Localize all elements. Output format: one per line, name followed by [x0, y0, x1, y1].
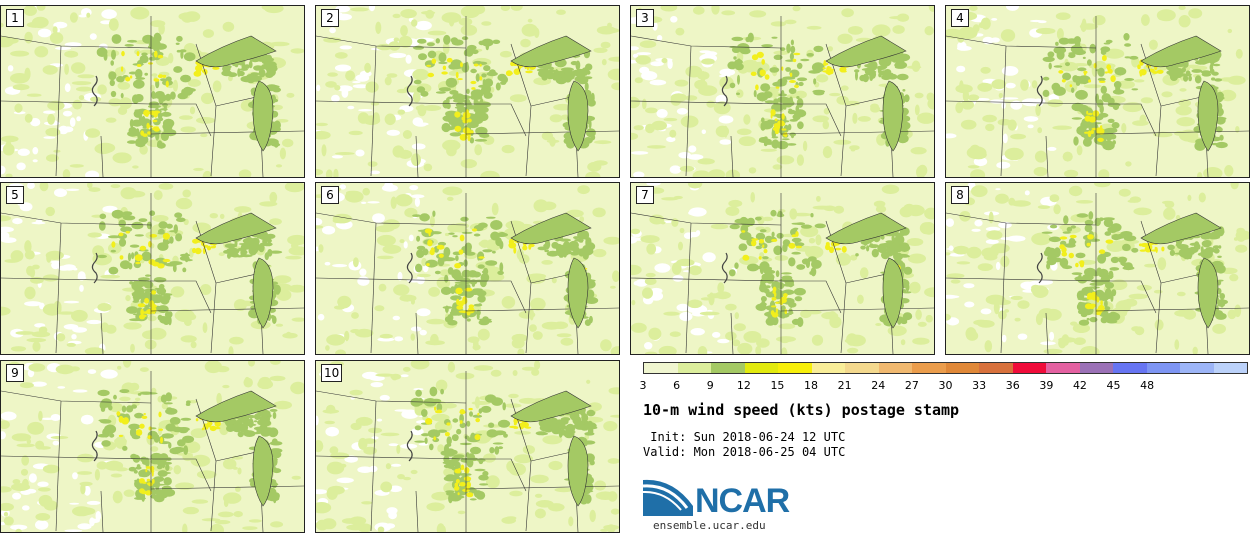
member-number-label: 7 — [636, 186, 654, 204]
wind-speed-map — [1, 6, 304, 177]
member-number-label: 2 — [321, 9, 339, 27]
member-number-label: 6 — [321, 186, 339, 204]
wind-speed-map — [1, 361, 304, 532]
ncar-logo-icon — [643, 479, 693, 516]
member-number-label: 1 — [6, 9, 24, 27]
ensemble-member-panel: 10 — [315, 360, 620, 533]
ensemble-member-panel: 8 — [945, 182, 1250, 355]
ensemble-member-panel: 6 — [315, 182, 620, 355]
wind-speed-map — [316, 6, 619, 177]
colorbar-segment — [644, 363, 678, 373]
colorbar-segment — [979, 363, 1013, 373]
ensemble-member-panel: 9 — [0, 360, 305, 533]
colorbar-segment — [811, 363, 845, 373]
colorbar-segment — [778, 363, 812, 373]
colorbar-segment — [1012, 363, 1046, 373]
colorbar — [643, 362, 1248, 374]
colorbar-segment — [1079, 363, 1113, 373]
wind-speed-map — [631, 183, 934, 354]
wind-speed-map — [316, 183, 619, 354]
colorbar-tick-label: 45 — [1106, 379, 1121, 392]
wind-speed-map — [946, 183, 1249, 354]
wind-speed-map — [1, 183, 304, 354]
ensemble-member-panel: 3 — [630, 5, 935, 178]
colorbar-segment — [677, 363, 711, 373]
colorbar-segment — [845, 363, 879, 373]
member-number-label: 10 — [321, 364, 343, 382]
colorbar-segment — [1180, 363, 1214, 373]
wind-speed-map — [316, 361, 619, 532]
init-time: Init: Sun 2018-06-24 12 UTC — [643, 430, 846, 444]
colorbar-segment — [711, 363, 745, 373]
colorbar-segment — [945, 363, 979, 373]
colorbar-segment — [1046, 363, 1080, 373]
ensemble-member-panel: 7 — [630, 182, 935, 355]
colorbar-tick-label: 30 — [938, 379, 953, 392]
member-number-label: 4 — [951, 9, 969, 27]
colorbar-tick-label: 39 — [1039, 379, 1054, 392]
colorbar-segment — [1213, 363, 1247, 373]
wind-speed-map — [946, 6, 1249, 177]
colorbar-segment — [1113, 363, 1147, 373]
colorbar-ticks: 3 6 9 12 15 18 21 24 27 30 33 36 39 42 45 48 — [639, 379, 1248, 393]
colorbar-tick-label: 21 — [837, 379, 852, 392]
colorbar-tick-label: 6 — [673, 379, 681, 392]
colorbar-tick-label: 33 — [972, 379, 987, 392]
member-number-label: 3 — [636, 9, 654, 27]
member-number-label: 9 — [6, 364, 24, 382]
colorbar-segment — [744, 363, 778, 373]
member-number-label: 8 — [951, 186, 969, 204]
ensemble-member-panel: 2 — [315, 5, 620, 178]
ensemble-member-panel: 1 — [0, 5, 305, 178]
colorbar-tick-label: 15 — [770, 379, 785, 392]
colorbar-tick-label: 48 — [1140, 379, 1155, 392]
colorbar-tick-label: 9 — [706, 379, 714, 392]
colorbar-segment — [912, 363, 946, 373]
colorbar-tick-label: 12 — [736, 379, 751, 392]
colorbar-tick-label: 24 — [871, 379, 886, 392]
colorbar-tick-label: 36 — [1005, 379, 1020, 392]
website-url: ensemble.ucar.edu — [653, 519, 766, 532]
colorbar-tick-label: 18 — [804, 379, 819, 392]
colorbar-segment — [1146, 363, 1180, 373]
colorbar-tick-label: 27 — [904, 379, 919, 392]
member-number-label: 5 — [6, 186, 24, 204]
colorbar-tick-label: 3 — [639, 379, 647, 392]
ensemble-member-panel: 4 — [945, 5, 1250, 178]
ensemble-member-panel: 5 — [0, 182, 305, 355]
colorbar-tick-label: 42 — [1072, 379, 1087, 392]
wind-speed-map — [631, 6, 934, 177]
valid-time: Valid: Mon 2018-06-25 04 UTC — [643, 445, 846, 459]
ncar-logo-text: NCAR — [695, 482, 790, 520]
colorbar-segment — [878, 363, 912, 373]
figure-title: 10-m wind speed (kts) postage stamp — [643, 401, 960, 419]
